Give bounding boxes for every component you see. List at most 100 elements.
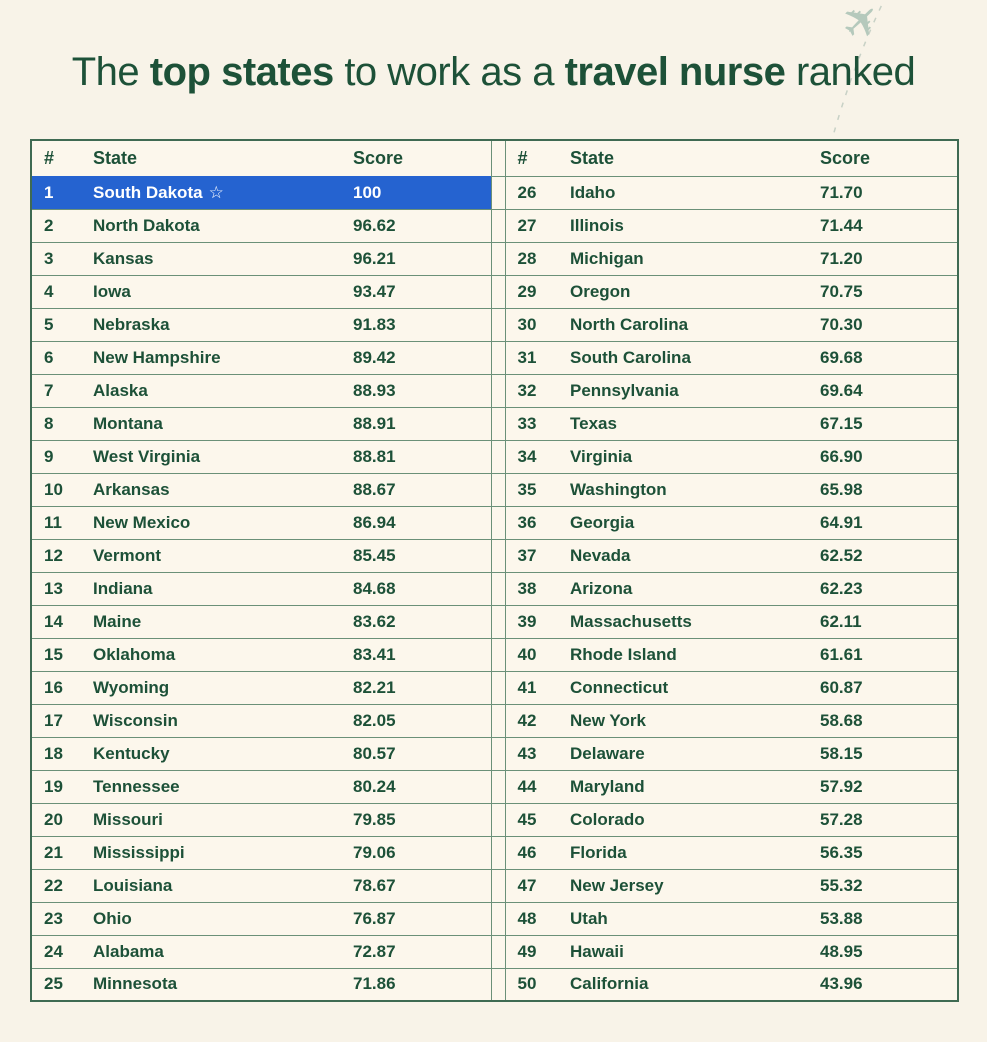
rank-cell: 30 [505, 307, 558, 341]
rank-cell: 6 [31, 340, 81, 374]
state-cell: Washington [558, 472, 810, 506]
score-cell: 69.68 [810, 340, 958, 374]
table-row: 11 New Mexico 86.94 36 Georgia 64.91 [31, 505, 958, 539]
state-cell: Ohio [81, 901, 343, 935]
rank-cell: 11 [31, 505, 81, 539]
state-cell: Missouri [81, 802, 343, 836]
table-row: 2 North Dakota 96.62 27 Illinois 71.44 [31, 208, 958, 242]
rank-cell: 47 [505, 868, 558, 902]
score-cell: 76.87 [343, 901, 491, 935]
score-cell: 71.70 [810, 175, 958, 209]
title-text: ranked [785, 50, 916, 94]
state-cell: Minnesota [81, 967, 343, 1001]
state-cell: Wyoming [81, 670, 343, 704]
rank-cell: 14 [31, 604, 81, 638]
state-cell: Kentucky [81, 736, 343, 770]
state-cell: Massachusetts [558, 604, 810, 638]
score-cell: 65.98 [810, 472, 958, 506]
score-cell: 62.52 [810, 538, 958, 572]
table-middle-divider [490, 736, 506, 770]
rank-cell: 37 [505, 538, 558, 572]
score-cell: 48.95 [810, 934, 958, 968]
table-middle-divider [490, 538, 506, 572]
state-cell: Oregon [558, 274, 810, 308]
column-header-state: State [570, 147, 615, 168]
table-middle-divider [490, 901, 506, 935]
table-middle-divider [490, 868, 506, 902]
column-header-score: Score [353, 147, 404, 168]
score-cell: 88.91 [343, 406, 491, 440]
rank-cell: 13 [31, 571, 81, 605]
table-row: 21 Mississippi 79.06 46 Florida 56.35 [31, 835, 958, 869]
rank-cell: 31 [505, 340, 558, 374]
table-row: 25 Minnesota 71.86 50 California 43.96 [31, 967, 958, 1001]
rank-cell: 32 [505, 373, 558, 407]
table-middle-divider [490, 175, 506, 209]
state-cell: Maine [81, 604, 343, 638]
score-cell: 86.94 [343, 505, 491, 539]
rank-cell: 50 [505, 967, 558, 1001]
rank-cell: 43 [505, 736, 558, 770]
score-cell: 96.62 [343, 208, 491, 242]
rank-cell: 23 [31, 901, 81, 935]
state-cell: New York [558, 703, 810, 737]
rank-cell: 44 [505, 769, 558, 803]
title-bold-travel-nurse: travel nurse [564, 50, 786, 94]
state-cell: North Dakota [81, 208, 343, 242]
table-middle-divider [490, 505, 506, 539]
score-cell: 57.28 [810, 802, 958, 836]
state-cell: Nebraska [81, 307, 343, 341]
table-row: 10 Arkansas 88.67 35 Washington 65.98 [31, 472, 958, 506]
table-row: 23 Ohio 76.87 48 Utah 53.88 [31, 901, 958, 935]
rank-cell: 25 [31, 967, 81, 1001]
score-cell: 71.20 [810, 241, 958, 275]
table-row: 7 Alaska 88.93 32 Pennsylvania 69.64 [31, 373, 958, 407]
score-cell: 67.15 [810, 406, 958, 440]
state-cell: Illinois [558, 208, 810, 242]
table-middle-divider [490, 373, 506, 407]
state-cell: Michigan [558, 241, 810, 275]
rank-cell: 46 [505, 835, 558, 869]
table-row: 12 Vermont 85.45 37 Nevada 62.52 [31, 538, 958, 572]
state-cell: Iowa [81, 274, 343, 308]
state-cell: Utah [558, 901, 810, 935]
column-header-score: Score [820, 147, 871, 168]
state-cell: Indiana [81, 571, 343, 605]
state-cell: Idaho [558, 175, 810, 209]
table-row: 18 Kentucky 80.57 43 Delaware 58.15 [31, 736, 958, 770]
table-row: 9 West Virginia 88.81 34 Virginia 66.90 [31, 439, 958, 473]
table-row: 19 Tennessee 80.24 44 Maryland 57.92 [31, 769, 958, 803]
score-cell: 58.15 [810, 736, 958, 770]
rank-cell: 38 [505, 571, 558, 605]
score-cell: 83.41 [343, 637, 491, 671]
state-cell: Delaware [558, 736, 810, 770]
rank-cell: 4 [31, 274, 81, 308]
table-middle-divider [490, 274, 506, 308]
rank-cell: 45 [505, 802, 558, 836]
rank-cell: 33 [505, 406, 558, 440]
table-row: 8 Montana 88.91 33 Texas 67.15 [31, 406, 958, 440]
state-cell: Pennsylvania [558, 373, 810, 407]
table-row: 16 Wyoming 82.21 41 Connecticut 60.87 [31, 670, 958, 704]
score-cell: 55.32 [810, 868, 958, 902]
table-row: 17 Wisconsin 82.05 42 New York 58.68 [31, 703, 958, 737]
state-cell: Louisiana [81, 868, 343, 902]
rank-cell: 12 [31, 538, 81, 572]
score-cell: 93.47 [343, 274, 491, 308]
state-cell: Alabama [81, 934, 343, 968]
title-text: The [71, 50, 150, 94]
table-row: 4 Iowa 93.47 29 Oregon 70.75 [31, 274, 958, 308]
table-middle-divider [490, 670, 506, 704]
table-row: 1 South Dakota ☆ 100 26 Idaho 71.70 [31, 175, 958, 209]
title-text: to work as a [333, 50, 565, 94]
score-cell: 57.92 [810, 769, 958, 803]
score-cell: 62.23 [810, 571, 958, 605]
state-cell: New Jersey [558, 868, 810, 902]
rank-cell: 26 [505, 175, 558, 209]
rank-cell: 39 [505, 604, 558, 638]
state-cell: Hawaii [558, 934, 810, 968]
rank-cell: 35 [505, 472, 558, 506]
state-cell: Nevada [558, 538, 810, 572]
ranking-table: # State Score # State Score 1 South Dakot… [30, 139, 959, 1002]
